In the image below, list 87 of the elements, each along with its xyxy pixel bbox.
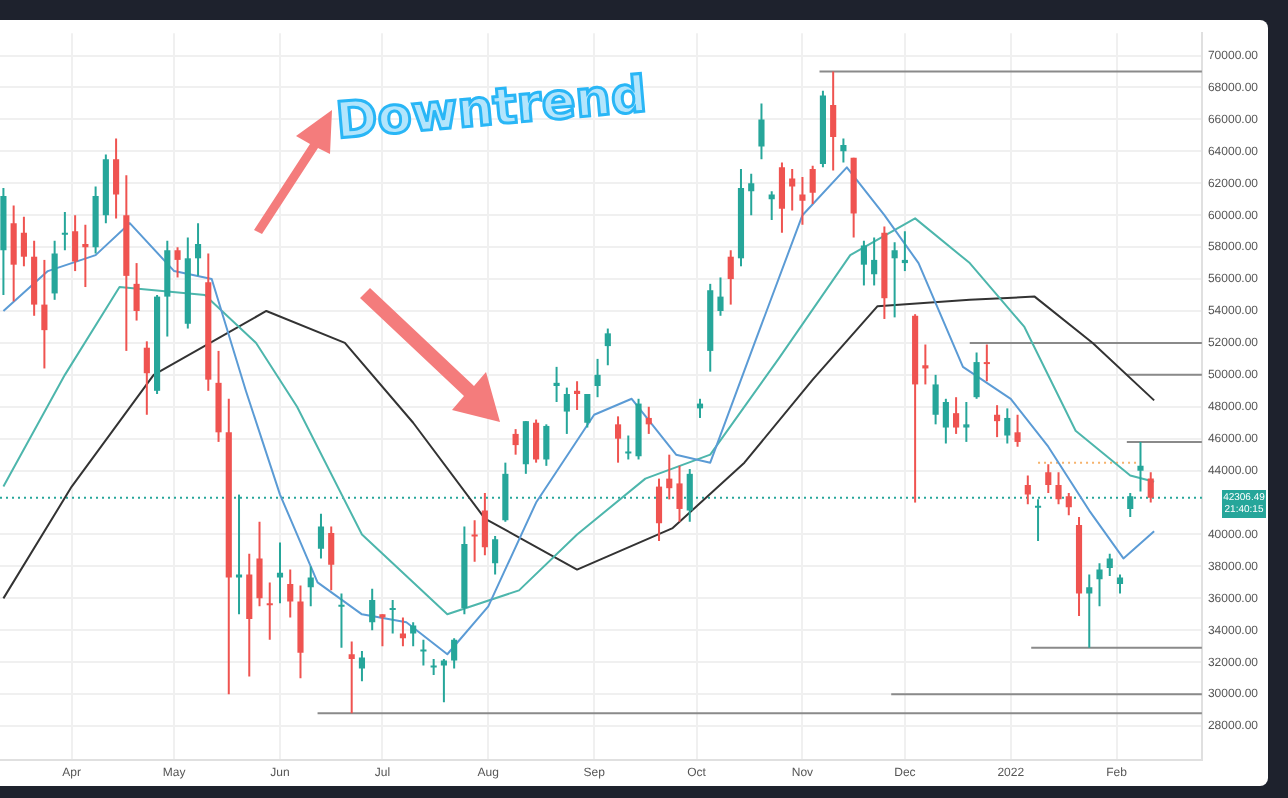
candlestick bbox=[1045, 463, 1052, 494]
candlestick bbox=[276, 541, 284, 605]
candlestick bbox=[840, 137, 847, 164]
candlestick bbox=[625, 434, 632, 461]
candlestick bbox=[143, 340, 150, 416]
candlestick bbox=[317, 512, 325, 560]
candlestick bbox=[614, 415, 622, 464]
candlestick bbox=[246, 552, 253, 678]
candlestick bbox=[717, 276, 724, 317]
candlestick bbox=[891, 241, 898, 319]
candlestick bbox=[922, 343, 929, 386]
candlestick bbox=[983, 343, 990, 383]
candlestick bbox=[727, 249, 734, 306]
candlestick bbox=[41, 258, 48, 370]
candlestick bbox=[1014, 413, 1021, 448]
candlestick bbox=[1004, 407, 1011, 445]
candlestick bbox=[584, 393, 591, 429]
candlestick bbox=[522, 420, 529, 475]
candlestick bbox=[563, 386, 570, 435]
candlestick bbox=[1055, 471, 1062, 506]
candlestick bbox=[10, 204, 17, 303]
candlestick bbox=[61, 211, 68, 252]
candlestick bbox=[666, 453, 673, 501]
candlestick bbox=[72, 214, 79, 273]
candlestick bbox=[789, 167, 796, 212]
candlestick bbox=[1065, 491, 1072, 517]
candlestick bbox=[133, 262, 140, 322]
candlestick bbox=[389, 598, 396, 635]
candlestick bbox=[942, 397, 949, 445]
candlestick bbox=[594, 357, 601, 399]
candlestick bbox=[604, 327, 611, 367]
candlestick bbox=[338, 592, 345, 649]
candlestick bbox=[574, 380, 581, 411]
candlestick bbox=[655, 477, 663, 542]
candlestick bbox=[113, 137, 120, 220]
candlestick bbox=[256, 520, 263, 608]
candlestick bbox=[379, 613, 386, 648]
candlestick bbox=[471, 519, 478, 563]
candlestick bbox=[830, 70, 837, 172]
candlestick bbox=[328, 525, 335, 592]
candlestick bbox=[953, 396, 960, 435]
candlestick bbox=[1024, 474, 1031, 506]
candlestick bbox=[871, 236, 878, 287]
candlestick bbox=[420, 638, 427, 667]
candlestick bbox=[901, 230, 908, 273]
candlestick bbox=[860, 239, 867, 287]
candlestick bbox=[963, 400, 970, 443]
candlestick bbox=[512, 428, 519, 456]
candlestick bbox=[287, 568, 294, 619]
candlestick bbox=[973, 351, 980, 400]
candlestick bbox=[758, 102, 765, 161]
candlestick bbox=[1086, 573, 1093, 649]
annotation: Downtrend bbox=[333, 64, 649, 150]
candlestick bbox=[358, 650, 366, 683]
candlestick bbox=[799, 175, 806, 226]
candlestick bbox=[51, 239, 58, 301]
candlestick bbox=[553, 365, 560, 403]
candlestick bbox=[1096, 562, 1103, 608]
candlestick bbox=[492, 535, 499, 576]
candlestick bbox=[348, 640, 355, 715]
candlestick bbox=[194, 222, 202, 277]
candlestick bbox=[809, 164, 816, 206]
candlestick bbox=[1116, 573, 1124, 595]
candlestick bbox=[932, 373, 939, 426]
candlestick bbox=[266, 581, 273, 641]
candlestick bbox=[1147, 471, 1154, 504]
candlestick bbox=[410, 621, 417, 648]
candlestick bbox=[369, 587, 376, 632]
candlestick bbox=[645, 405, 652, 435]
candlestick bbox=[164, 239, 171, 338]
candlestick bbox=[82, 223, 89, 289]
candlestick bbox=[399, 616, 406, 648]
candlestick bbox=[676, 464, 683, 523]
candlestick bbox=[174, 246, 181, 279]
candlestick bbox=[1137, 440, 1144, 493]
candlestick bbox=[481, 491, 488, 557]
candlestick bbox=[451, 637, 458, 670]
candlestick bbox=[307, 565, 314, 608]
candlestick bbox=[31, 239, 38, 317]
candlestick bbox=[778, 161, 786, 234]
candlestick bbox=[20, 215, 27, 268]
candlestick bbox=[748, 172, 755, 217]
candlestick bbox=[1106, 552, 1113, 577]
candlestick bbox=[994, 404, 1001, 439]
candlestick bbox=[768, 190, 775, 221]
candlestick bbox=[533, 418, 540, 464]
candlestick bbox=[543, 423, 550, 467]
